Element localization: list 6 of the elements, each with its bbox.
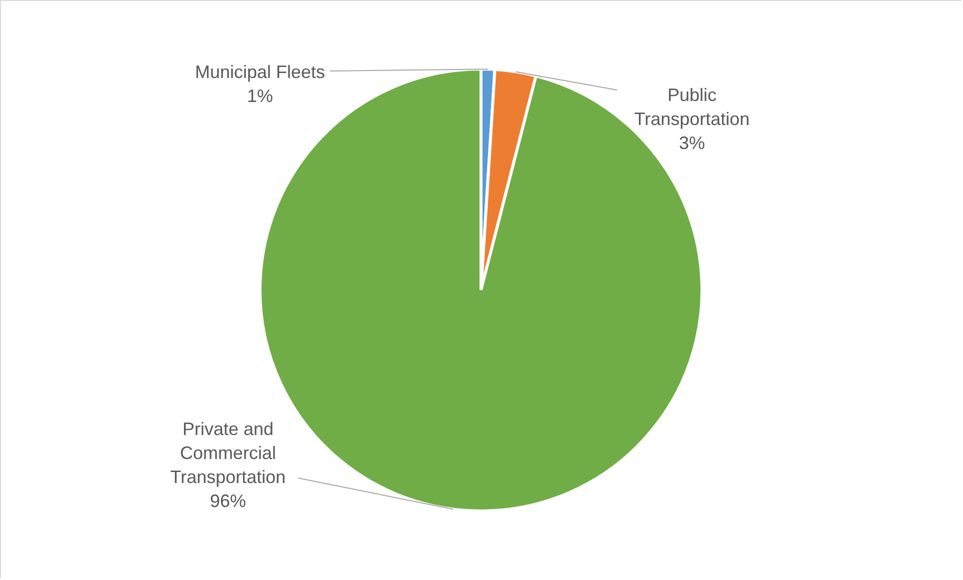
slice-label: Municipal Fleets <box>194 62 326 82</box>
slice-label: Private and Commercial Transportation <box>170 419 286 487</box>
slice-label: Public Transportation <box>634 85 750 129</box>
data-label: 3% <box>678 133 706 153</box>
data-label: 96% <box>210 491 246 511</box>
data-label: 1% <box>246 86 274 106</box>
